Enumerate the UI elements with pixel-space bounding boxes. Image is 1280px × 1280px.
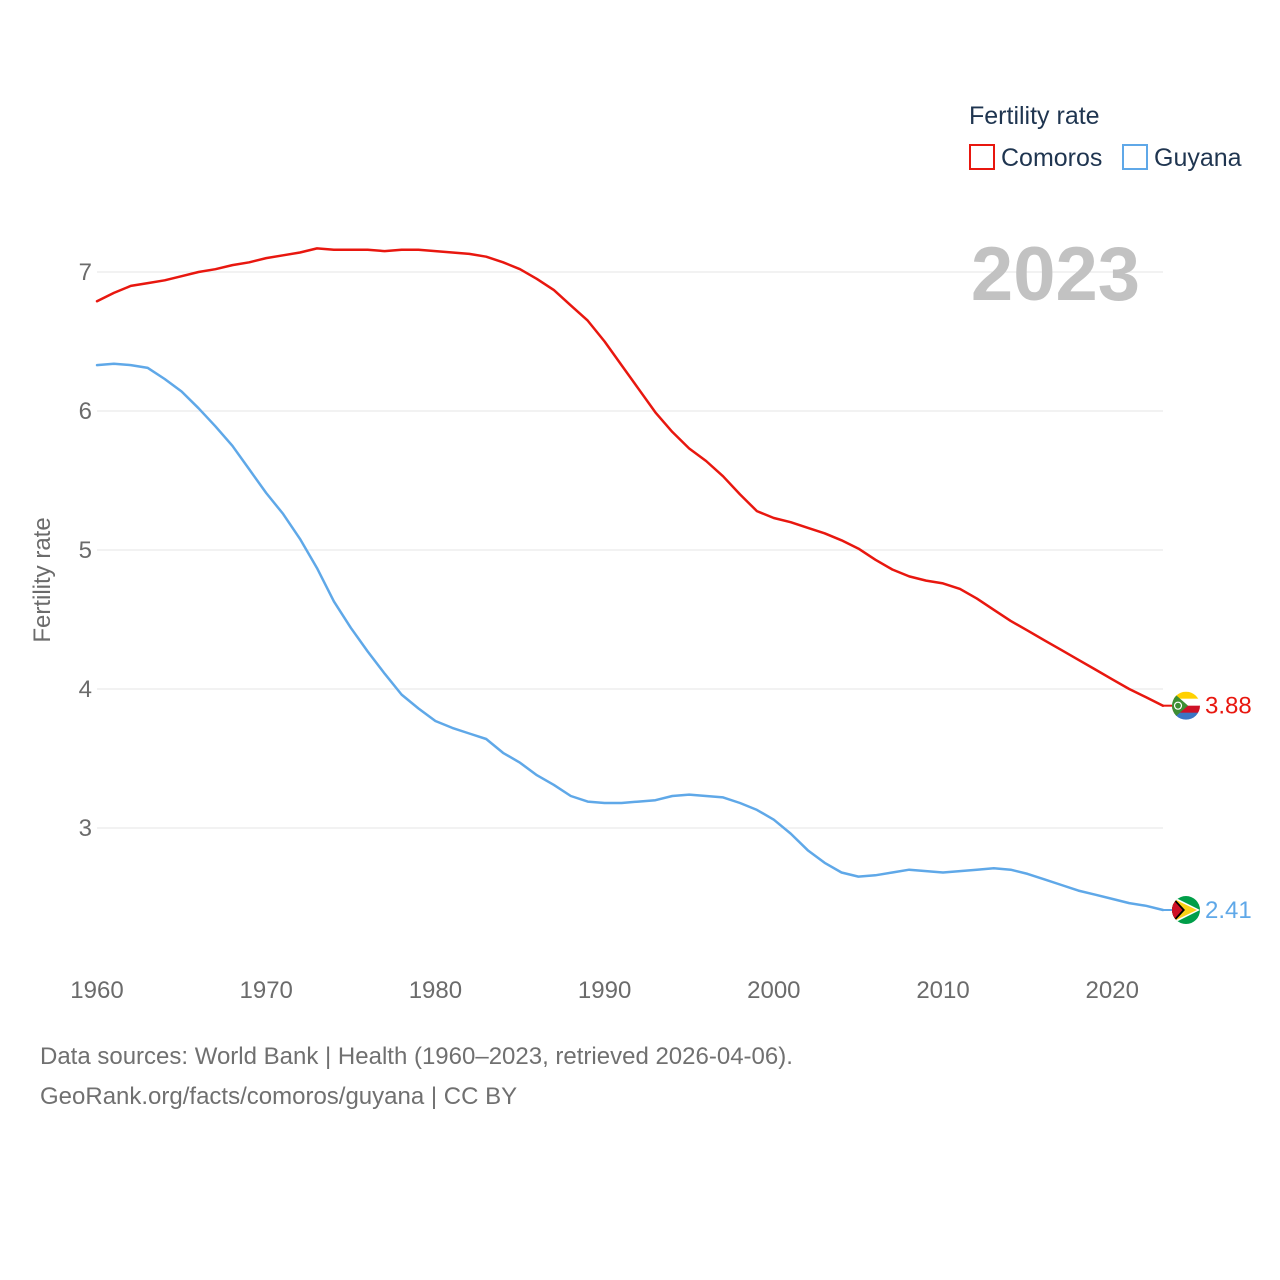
y-tick-label: 3 xyxy=(79,815,92,842)
legend-item-guyana[interactable]: Guyana xyxy=(1122,144,1242,172)
x-tick-label: 1990 xyxy=(578,977,631,1004)
footer-attribution[interactable]: GeoRank.org/facts/comoros/guyana | CC BY xyxy=(40,1083,518,1110)
end-value-label-comoros: 3.88 xyxy=(1205,693,1252,720)
y-tick-label: 7 xyxy=(79,259,92,286)
x-tick-label: 2000 xyxy=(747,977,800,1004)
legend-item-comoros[interactable]: Comoros xyxy=(969,144,1102,172)
end-markers: 3.88 2.41 xyxy=(1163,691,1252,925)
y-tick-label: 6 xyxy=(79,398,92,425)
x-tick-label: 1970 xyxy=(240,977,293,1004)
legend-swatch-guyana xyxy=(1122,144,1148,170)
x-tick-label: 1960 xyxy=(70,977,123,1004)
legend-swatch-comoros xyxy=(969,144,995,170)
x-axis: 1960 1970 1980 1990 2000 2010 2020 xyxy=(70,977,1139,1004)
y-tick-label: 5 xyxy=(79,537,92,564)
year-label: 2023 xyxy=(971,232,1140,317)
x-tick-label: 1980 xyxy=(409,977,462,1004)
y-tick-label: 4 xyxy=(79,676,92,703)
series-line-comoros[interactable] xyxy=(95,247,1165,707)
end-value-label-guyana: 2.41 xyxy=(1205,897,1252,924)
series-line-guyana[interactable] xyxy=(95,362,1165,912)
x-tick-label: 2010 xyxy=(916,977,969,1004)
y-axis-title: Fertility rate xyxy=(29,517,56,642)
y-axis: 3 4 5 6 7 xyxy=(79,259,92,842)
legend-label-guyana: Guyana xyxy=(1154,144,1242,172)
footer-sources: Data sources: World Bank | Health (1960–… xyxy=(40,1043,793,1070)
legend-label-comoros: Comoros xyxy=(1001,144,1102,172)
guyana-flag-icon xyxy=(1172,896,1200,925)
legend: Fertility rate Comoros Guyana xyxy=(969,102,1242,172)
gridlines xyxy=(97,271,1163,829)
series xyxy=(95,247,1165,912)
legend-title: Fertility rate xyxy=(969,102,1100,130)
x-tick-label: 2020 xyxy=(1086,977,1139,1004)
comoros-flag-icon xyxy=(1172,691,1200,720)
line-chart: 3 4 5 6 7 1960 1970 1980 1990 2000 2010 2020 Ferti… xyxy=(29,102,1252,1004)
